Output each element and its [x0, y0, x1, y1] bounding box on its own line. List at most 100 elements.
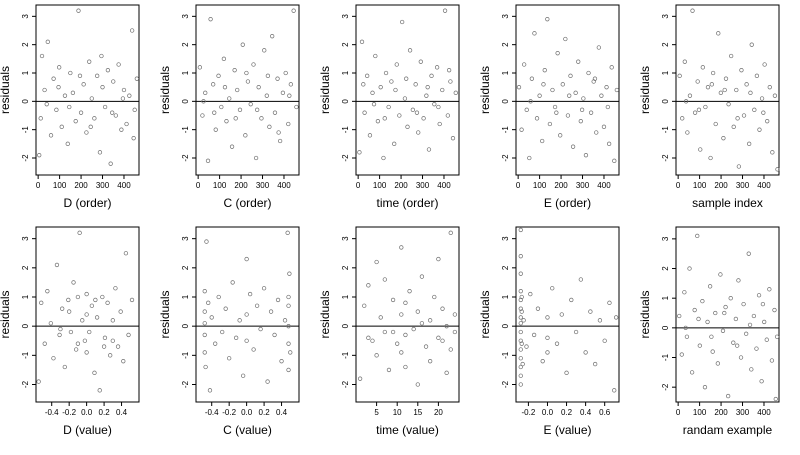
- data-point: [110, 110, 115, 115]
- y-tick-label: 1: [21, 294, 30, 299]
- data-point: [264, 93, 269, 98]
- x-tick-label: 400: [117, 181, 131, 190]
- data-point: [227, 356, 232, 361]
- data-point: [746, 251, 751, 256]
- data-point: [203, 364, 208, 370]
- plot-frame: [35, 226, 140, 403]
- data-point: [715, 361, 720, 366]
- x-tick-label: 200: [554, 181, 568, 190]
- x-tick-label: 200: [714, 181, 728, 190]
- data-point: [696, 107, 702, 112]
- x-axis-label: E (value): [543, 423, 591, 437]
- data-point: [419, 274, 425, 279]
- data-point: [121, 359, 126, 364]
- data-point: [518, 297, 523, 303]
- x-tick-label: 5: [374, 408, 379, 417]
- x-tick-label: 100: [693, 181, 707, 190]
- data-point: [434, 65, 440, 70]
- data-point: [738, 355, 744, 360]
- panel-p10: 0 100 200 300 400 -2 -1 0 1 2 3 randam example resid…: [638, 226, 780, 437]
- data-point: [65, 141, 70, 146]
- data-point: [581, 96, 586, 101]
- data-point: [518, 356, 523, 361]
- x-tick-label: -0.2: [62, 408, 76, 417]
- data-point: [612, 388, 617, 393]
- data-point: [448, 230, 453, 235]
- data-point: [707, 284, 713, 289]
- data-point: [720, 328, 726, 333]
- x-axis-label: D (order): [63, 196, 111, 210]
- data-point: [244, 256, 249, 262]
- data-point: [262, 48, 267, 53]
- data-point: [687, 266, 692, 271]
- x-tick-label: 100: [53, 181, 67, 190]
- data-point: [518, 315, 523, 320]
- x-tick-label: 0: [516, 181, 521, 190]
- y-tick-label: 2: [181, 265, 190, 270]
- panel-p9: -0.2 0.0 0.2 0.4 0.6 -2 -1 0 1 2 3 E (value) residua…: [478, 226, 620, 437]
- data-point: [518, 227, 523, 233]
- data-point: [518, 347, 523, 352]
- data-point: [519, 294, 524, 300]
- data-point: [44, 102, 49, 107]
- data-point: [692, 307, 697, 313]
- data-point: [545, 335, 550, 340]
- x-tick-label: 10: [393, 408, 402, 417]
- data-point: [453, 90, 458, 95]
- data-point: [287, 93, 292, 98]
- data-point: [110, 338, 115, 343]
- data-point: [772, 307, 777, 313]
- data-point: [265, 379, 270, 384]
- plot-frame: [355, 226, 460, 403]
- data-point: [58, 326, 63, 332]
- data-point: [131, 136, 136, 141]
- y-tick-label: 2: [341, 42, 350, 47]
- data-point: [413, 82, 418, 87]
- data-point: [448, 79, 453, 84]
- data-point: [382, 329, 387, 335]
- data-point: [126, 332, 131, 338]
- data-point: [392, 141, 397, 146]
- data-point: [248, 102, 253, 107]
- data-point: [761, 110, 766, 115]
- data-point: [421, 116, 426, 121]
- x-axis-label: sample index: [692, 196, 763, 210]
- x-tick-label: 0.4: [116, 408, 128, 417]
- y-tick-label: 0: [21, 99, 30, 104]
- data-point: [42, 341, 47, 346]
- y-tick-label: 2: [181, 42, 190, 47]
- data-point: [679, 352, 684, 357]
- data-point: [39, 300, 44, 305]
- plot-frame: [515, 226, 620, 403]
- data-point: [378, 85, 383, 90]
- data-point: [213, 127, 218, 132]
- data-point: [559, 312, 564, 317]
- data-point: [570, 144, 576, 149]
- data-point: [230, 280, 235, 285]
- data-point: [73, 119, 78, 124]
- data-point: [588, 110, 594, 115]
- data-point: [286, 341, 291, 346]
- y-tick-label: 0: [21, 323, 30, 328]
- x-tick-label: 400: [277, 181, 291, 190]
- data-point: [124, 121, 129, 127]
- data-point: [709, 82, 714, 87]
- panel-p1: 0 100 200 300 400 -2 -1 0 1 2 3 D (order) residuals: [0, 4, 140, 210]
- data-point: [279, 359, 284, 364]
- data-point: [713, 121, 718, 127]
- data-point: [722, 87, 727, 93]
- data-point: [685, 130, 690, 135]
- data-point: [444, 324, 449, 329]
- data-point: [240, 373, 246, 378]
- data-point: [93, 297, 98, 303]
- y-tick-label: 1: [181, 294, 190, 299]
- data-point: [554, 110, 559, 115]
- data-point: [428, 359, 433, 364]
- data-point: [382, 116, 387, 121]
- data-point: [773, 396, 778, 402]
- x-tick-label: 200: [234, 181, 248, 190]
- x-tick-label: 0.6: [599, 408, 611, 417]
- data-point: [448, 347, 453, 352]
